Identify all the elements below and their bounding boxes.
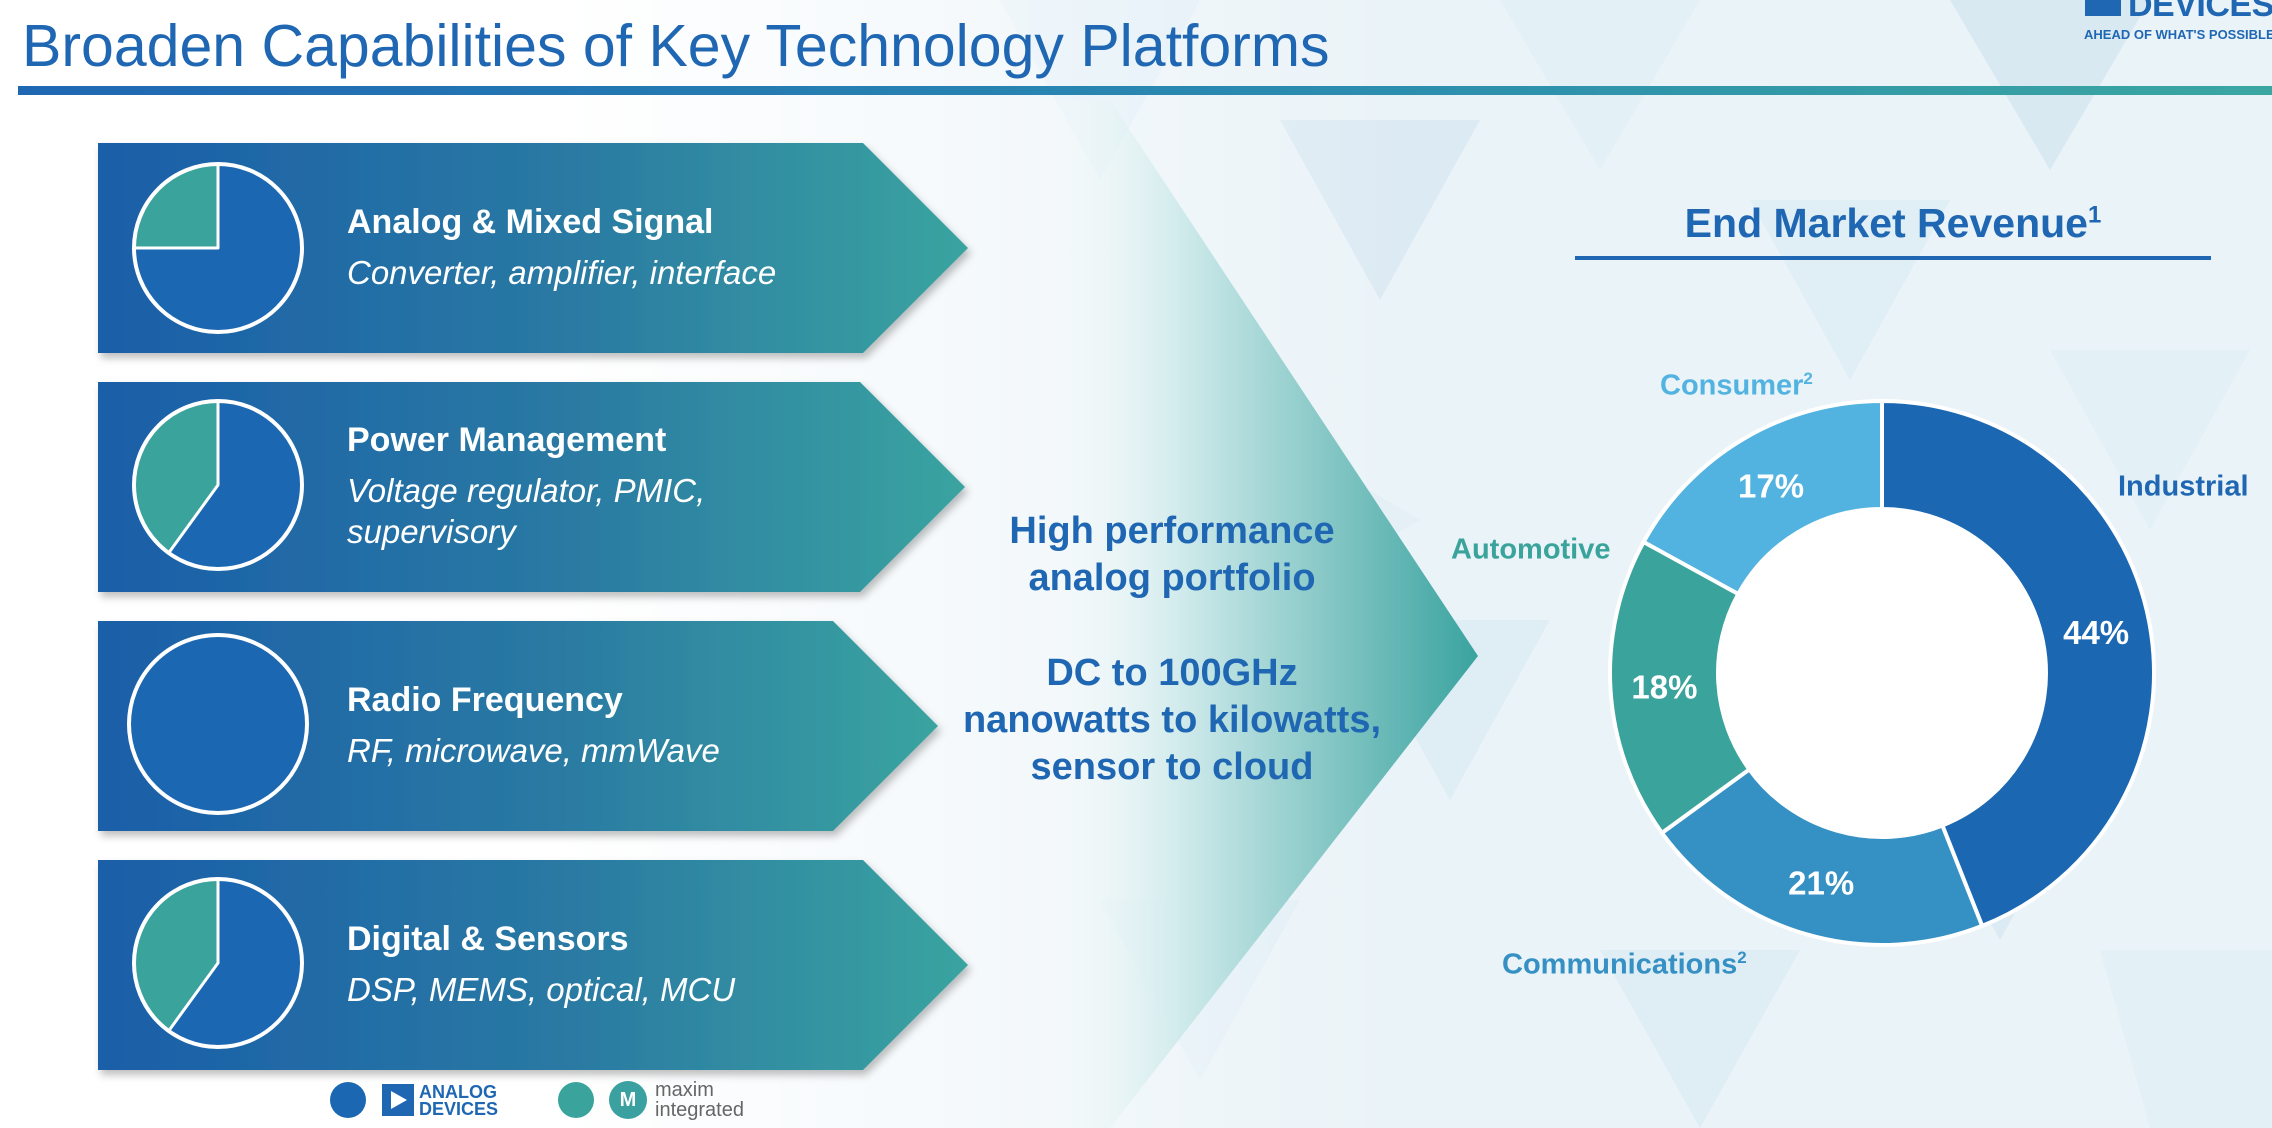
- segment-name: Consumer: [1660, 369, 1804, 402]
- platform-chevron: [98, 382, 965, 592]
- platform-description: Voltage regulator, PMIC,: [347, 472, 706, 509]
- legend-maxim-integrated: M maxim integrated: [558, 1076, 758, 1122]
- wordmark-line: integrated: [655, 1099, 744, 1121]
- maxim-integrated-swatch: [558, 1082, 594, 1118]
- platform-description: Converter, amplifier, interface: [347, 254, 777, 291]
- pie-outline: [132, 877, 304, 1049]
- portfolio-line: High performance: [1009, 510, 1335, 552]
- analog-devices-swatch: [330, 1082, 366, 1118]
- platform-name: Digital & Sensors: [347, 920, 629, 958]
- footnote-marker: 1: [2087, 201, 2102, 229]
- segment-name: Industrial: [2118, 470, 2249, 503]
- page-title: Broaden Capabilities of Key Technology P…: [22, 13, 1330, 79]
- platform-share-pie: [132, 877, 304, 1049]
- platform-radio-frequency: Radio Frequency RF, microwave, mmWave: [347, 681, 720, 771]
- end-market-title: End Market Revenue1: [1575, 200, 2211, 247]
- donut-percent-label: 44%: [2063, 614, 2129, 651]
- logo-tagline: AHEAD OF WHAT'S POSSIBLE™: [2084, 27, 2272, 42]
- pie-outline: [127, 633, 309, 815]
- automotive-label: Automotive: [1451, 533, 1611, 567]
- donut-percent-label: 21%: [1788, 864, 1854, 901]
- portfolio-statement: High performance analog portfolio: [942, 508, 1402, 602]
- range-line: DC to 100GHz: [1046, 652, 1298, 694]
- donut-slice: [1608, 539, 1752, 835]
- segment-name: Automotive: [1451, 533, 1611, 566]
- maxim-logo-icon: M: [609, 1081, 647, 1119]
- platform-chevron: [98, 860, 968, 1070]
- wordmark-line: ANALOG: [419, 1082, 497, 1102]
- range-line: nanowatts to kilowatts,: [962, 699, 1382, 741]
- platform-digital-sensors: Digital & Sensors DSP, MEMS, optical, MC…: [347, 920, 735, 1010]
- platform-share-pie: [132, 162, 304, 334]
- maxim-wordmark: maxim integrated: [655, 1080, 744, 1120]
- pie-outline: [132, 162, 304, 334]
- title-underline: [18, 86, 2272, 95]
- analog-devices-mark-icon: [382, 1084, 414, 1116]
- convergence-funnel: [1030, 100, 1478, 1128]
- footnote-marker: 2: [1803, 369, 1813, 388]
- donut-hole: [1720, 511, 2044, 835]
- platform-share-pie: [127, 633, 309, 815]
- range-statement: DC to 100GHz nanowatts to kilowatts, sen…: [942, 650, 1402, 791]
- donut-percent-label: 17%: [1738, 467, 1804, 504]
- wordmark-line: DEVICES: [419, 1099, 499, 1119]
- wordmark-line: maxim: [655, 1079, 714, 1101]
- donut-percent-label: 18%: [1631, 669, 1697, 706]
- analog-devices-wordmark: ANALOG DEVICES: [419, 1082, 499, 1119]
- segment-name: Communications: [1502, 948, 1738, 981]
- donut-slice: [1659, 767, 1985, 947]
- logo-name: DEVICES: [2128, 0, 2272, 24]
- platform-description: RF, microwave, mmWave: [347, 732, 720, 769]
- analog-devices-logo: DEVICES AHEAD OF WHAT'S POSSIBLE™: [2060, 0, 2272, 46]
- platform-description: DSP, MEMS, optical, MCU: [347, 971, 736, 1008]
- analog-devices-mark-icon: [2085, 0, 2121, 16]
- platform-name: Power Management: [347, 421, 667, 459]
- donut-slice: [1880, 399, 2156, 928]
- consumer-label: Consumer2: [1660, 369, 1813, 403]
- platform-share-pie: [132, 399, 304, 571]
- platform-name: Analog & Mixed Signal: [347, 203, 714, 241]
- legend-analog-devices: ANALOG DEVICES: [330, 1076, 560, 1122]
- platform-chevron: [98, 143, 968, 353]
- adi-share-slice: [129, 635, 307, 813]
- end-market-title-rule: [1575, 256, 2211, 260]
- range-line: sensor to cloud: [1030, 746, 1314, 788]
- platform-chevron: [98, 621, 938, 831]
- footnote-marker: 2: [1737, 948, 1747, 967]
- platform-description-cont: supervisory: [347, 513, 516, 550]
- portfolio-line: analog portfolio: [1028, 557, 1316, 599]
- industrial-label: Industrial: [2118, 470, 2249, 504]
- end-market-title-text: End Market Revenue: [1684, 200, 2088, 246]
- donut-slice: [1641, 399, 1884, 596]
- pie-outline: [132, 399, 304, 571]
- platform-analog-mixed-signal: Analog & Mixed Signal Converter, amplifi…: [347, 203, 776, 293]
- communications-label: Communications2: [1502, 948, 1747, 982]
- platform-name: Radio Frequency: [347, 681, 623, 719]
- platform-power-management: Power Management Voltage regulator, PMIC…: [347, 421, 705, 552]
